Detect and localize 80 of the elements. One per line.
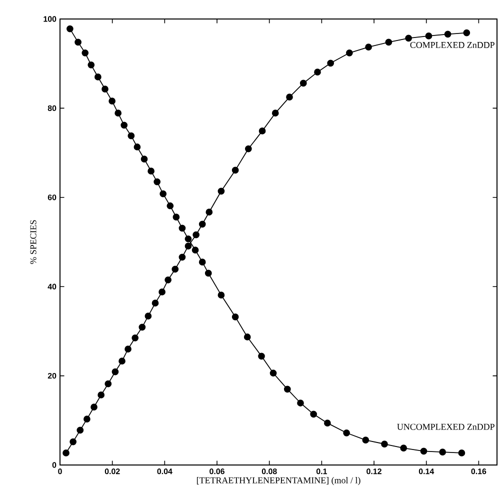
point	[184, 235, 192, 242]
point	[94, 74, 102, 80]
point	[172, 266, 179, 273]
point	[82, 49, 89, 56]
point	[152, 300, 159, 307]
point	[164, 276, 172, 284]
point	[439, 448, 446, 456]
point	[138, 324, 146, 331]
point	[244, 145, 252, 152]
point	[405, 34, 412, 42]
series-label: COMPLEXED ZnDDP	[410, 42, 494, 48]
point	[343, 429, 350, 436]
point	[385, 38, 392, 46]
point	[148, 168, 155, 175]
point	[88, 61, 95, 68]
point	[192, 231, 200, 238]
point	[444, 30, 452, 38]
point	[184, 242, 192, 250]
point	[425, 32, 432, 40]
point	[172, 214, 180, 220]
y-axis-title: % SPECIES	[30, 220, 36, 264]
point	[297, 400, 304, 406]
point	[327, 60, 334, 67]
point	[98, 392, 105, 398]
point	[258, 352, 265, 360]
point	[272, 110, 279, 117]
point	[134, 144, 141, 150]
point	[124, 346, 132, 352]
point	[192, 246, 199, 254]
point	[458, 450, 466, 456]
point	[62, 450, 70, 456]
point	[232, 313, 239, 320]
point	[232, 166, 239, 174]
point	[128, 132, 135, 140]
point	[218, 292, 225, 299]
point	[120, 122, 128, 129]
point	[70, 438, 77, 446]
point	[132, 334, 139, 342]
point	[365, 44, 372, 51]
point	[324, 420, 331, 427]
series-label: UNCOMPLEXED ZnDDP	[397, 424, 494, 430]
point	[310, 410, 318, 418]
point	[206, 208, 213, 216]
point	[160, 190, 167, 198]
point	[154, 178, 161, 186]
point	[178, 254, 186, 261]
point	[84, 416, 90, 422]
point	[144, 312, 152, 320]
point	[314, 68, 321, 76]
point	[158, 288, 166, 296]
point	[463, 29, 470, 36]
point	[102, 86, 108, 92]
point	[66, 25, 74, 32]
point	[76, 426, 84, 434]
point	[270, 370, 277, 377]
point	[178, 224, 186, 232]
point	[198, 258, 206, 266]
point	[381, 440, 388, 448]
point	[204, 270, 212, 277]
point	[108, 98, 116, 104]
point	[90, 404, 98, 410]
point	[114, 110, 122, 117]
point	[286, 94, 293, 100]
point	[244, 334, 251, 340]
point	[112, 368, 119, 376]
point	[284, 386, 291, 393]
point	[74, 38, 82, 46]
x-axis-title: [TETRAETHYLENEPENTAMINE] (mol / l)	[196, 477, 360, 486]
point	[346, 49, 353, 56]
point	[400, 444, 408, 452]
point	[218, 188, 225, 195]
point	[140, 156, 148, 162]
point	[166, 202, 174, 210]
point	[300, 80, 307, 87]
point	[118, 358, 126, 365]
point	[362, 436, 370, 444]
point	[198, 220, 206, 228]
point	[104, 380, 112, 388]
point	[258, 128, 266, 134]
point	[420, 448, 428, 455]
